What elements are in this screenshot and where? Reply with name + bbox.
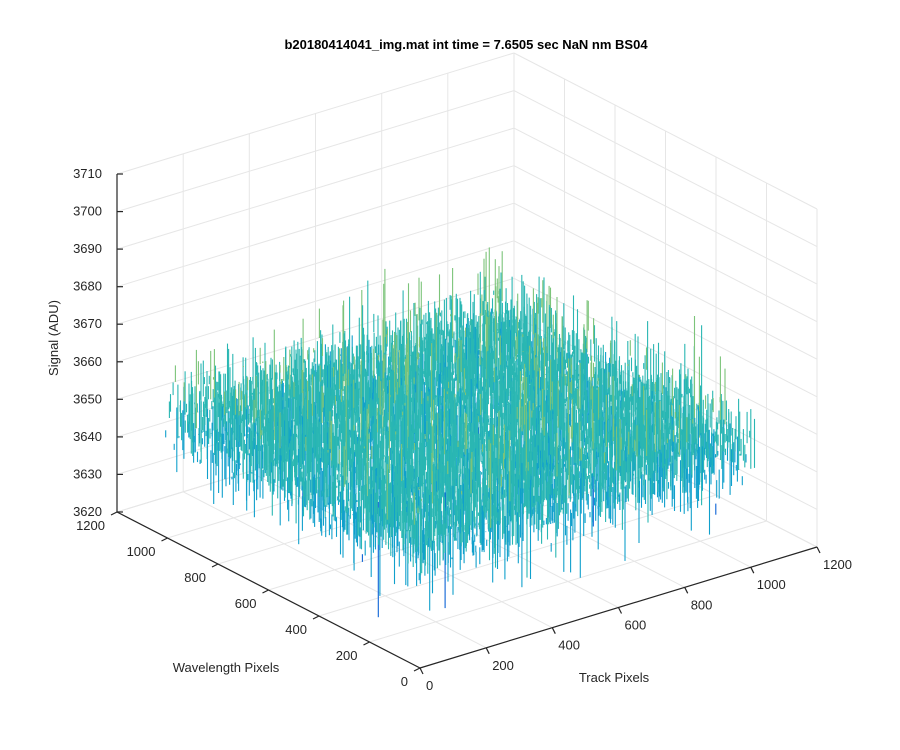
y-tick-label: 200 bbox=[336, 648, 358, 663]
y-tick-label: 0 bbox=[401, 674, 408, 689]
y-tick-label: 400 bbox=[285, 622, 307, 637]
wall-grid-line-horizontal bbox=[116, 240, 515, 363]
floor-grid-line-y bbox=[318, 494, 717, 617]
signal-surface bbox=[165, 247, 756, 618]
x-tick-label: 400 bbox=[558, 638, 580, 653]
wall-grid-line-horizontal bbox=[513, 202, 818, 360]
y-tick-label: 1200 bbox=[76, 518, 105, 533]
x-tick-label: 800 bbox=[691, 597, 713, 612]
wall-grid-line-horizontal bbox=[116, 165, 515, 288]
y-tick-mark bbox=[312, 615, 320, 620]
wall-grid-line-horizontal bbox=[116, 202, 515, 325]
y-tick-mark bbox=[161, 537, 168, 542]
x-tick-label: 1200 bbox=[823, 557, 852, 572]
x-tick-label: 0 bbox=[426, 678, 433, 693]
x-tick-mark bbox=[617, 607, 623, 614]
wall-grid-line-horizontal bbox=[116, 127, 515, 250]
wall-grid-line-horizontal bbox=[116, 277, 515, 400]
x-tick-mark bbox=[419, 667, 424, 675]
wall-grid-line-horizontal bbox=[513, 90, 818, 248]
x-tick-mark bbox=[816, 546, 821, 554]
wall-grid-line-horizontal bbox=[513, 277, 818, 435]
x-tick-label: 600 bbox=[625, 618, 647, 633]
x-tick-mark bbox=[485, 647, 490, 655]
wall-grid-line-horizontal bbox=[116, 52, 515, 175]
x-tick-label: 1000 bbox=[757, 577, 786, 592]
y-tick-mark bbox=[413, 667, 421, 672]
wall-grid-line-horizontal bbox=[116, 90, 515, 213]
wall-grid-line-horizontal bbox=[513, 165, 818, 323]
y-tick-label: 1000 bbox=[127, 544, 156, 559]
z-tick-label: 3620 bbox=[73, 504, 102, 519]
z-tick-label: 3650 bbox=[73, 391, 102, 406]
y-tick-mark bbox=[363, 641, 370, 646]
y-tick-label: 600 bbox=[235, 596, 257, 611]
x-tick-label: 200 bbox=[492, 658, 514, 673]
x-tick-labels: 0 200 400 600 800 1000 1200 bbox=[426, 557, 852, 693]
z-tick-label: 3640 bbox=[73, 429, 102, 444]
y-tick-mark bbox=[262, 589, 269, 594]
y-tick-labels: 0 200 400 600 800 1000 1200 bbox=[76, 518, 408, 689]
floor-grid-line-y bbox=[369, 520, 767, 643]
x-tick-mark bbox=[750, 566, 755, 574]
wall-grid-line-horizontal bbox=[513, 127, 818, 285]
x-tick-mark bbox=[551, 627, 556, 634]
wall-grid-line-horizontal bbox=[513, 240, 818, 398]
axes bbox=[110, 173, 821, 675]
z-tick-label: 3630 bbox=[73, 466, 102, 481]
y-tick-mark bbox=[211, 563, 219, 568]
y-tick-label: 800 bbox=[184, 570, 206, 585]
y-tick-mark bbox=[110, 511, 118, 516]
x-tick-mark bbox=[684, 587, 689, 594]
wall-grid-line-horizontal bbox=[513, 52, 818, 210]
